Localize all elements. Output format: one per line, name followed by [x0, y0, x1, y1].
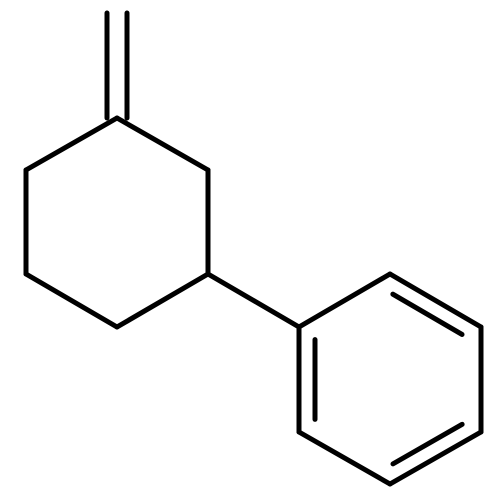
bond: [117, 118, 208, 170]
molecule-diagram: [0, 0, 500, 500]
bond: [26, 274, 117, 327]
bond: [208, 274, 299, 327]
bond: [117, 274, 208, 327]
bond: [393, 294, 462, 334]
bond: [299, 274, 390, 327]
bond: [393, 424, 462, 464]
bond: [26, 118, 117, 170]
bond: [299, 432, 390, 484]
